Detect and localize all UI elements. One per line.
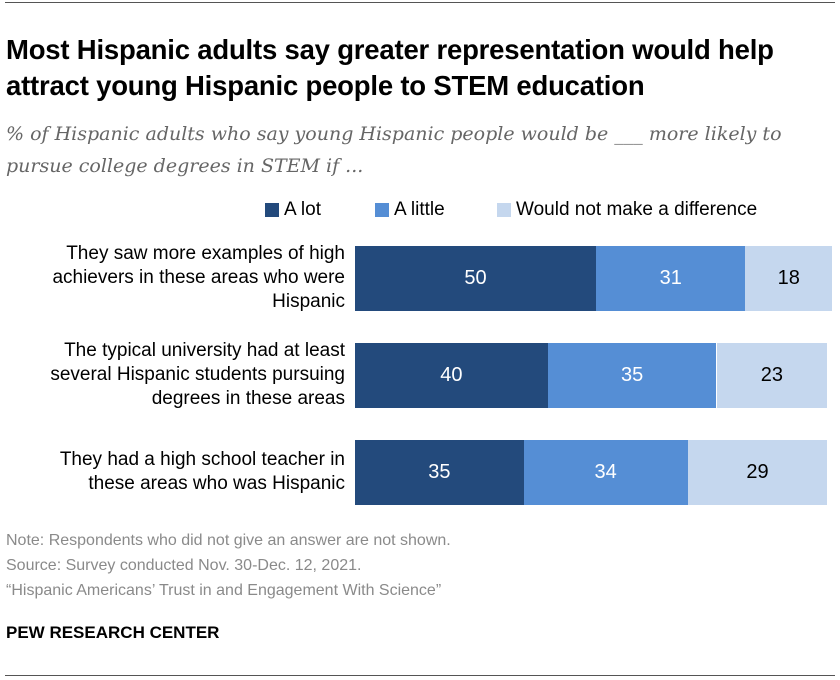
data-label: 18 (777, 267, 800, 289)
data-label: 35 (428, 461, 451, 483)
legend-swatch (497, 203, 511, 217)
bottom-rule (5, 675, 835, 676)
legend-item: Would not make a difference (497, 199, 757, 221)
row-label: The typical university had at least seve… (50, 340, 345, 409)
chart-title: Most Hispanic adults say greater represe… (6, 34, 774, 101)
data-label: 35 (621, 364, 644, 386)
report-title: “Hispanic Americans’ Trust in and Engage… (6, 582, 442, 599)
data-label: 29 (746, 461, 769, 483)
legend-label: A little (394, 199, 445, 220)
bar-segment: 35 (355, 440, 524, 505)
chart-subtitle: % of Hispanic adults who say young Hispa… (6, 123, 782, 177)
bar-segment: 34 (523, 440, 688, 505)
top-rule (5, 2, 835, 3)
bar-segment: 23 (716, 343, 828, 408)
data-label: 31 (659, 267, 682, 289)
data-label: 40 (440, 364, 463, 386)
legend-item: A lot (265, 199, 321, 221)
bar-segment: 40 (355, 343, 548, 408)
legend-label: A lot (284, 199, 321, 220)
data-label: 50 (464, 267, 487, 289)
legend-swatch (375, 203, 389, 217)
pew-logo-text: PEW RESEARCH CENTER (6, 623, 220, 642)
bar-segment: 18 (745, 246, 833, 311)
legend-swatch (265, 203, 279, 217)
row-label: They had a high school teacher in these … (59, 449, 345, 494)
note: Note: Respondents who did not give an an… (6, 532, 451, 549)
data-label: 23 (760, 364, 784, 386)
bar-segment: 29 (687, 440, 828, 505)
legend-label: Would not make a difference (516, 199, 758, 220)
bar-segment: 50 (355, 246, 596, 311)
legend-item: A little (375, 199, 445, 221)
bar-segment: 31 (596, 246, 746, 311)
bar-segment: 35 (547, 343, 717, 408)
source: Source: Survey conducted Nov. 30-Dec. 12… (6, 557, 362, 574)
row-label: They saw more examples of high achievers… (52, 243, 345, 312)
data-label: 34 (594, 461, 617, 483)
